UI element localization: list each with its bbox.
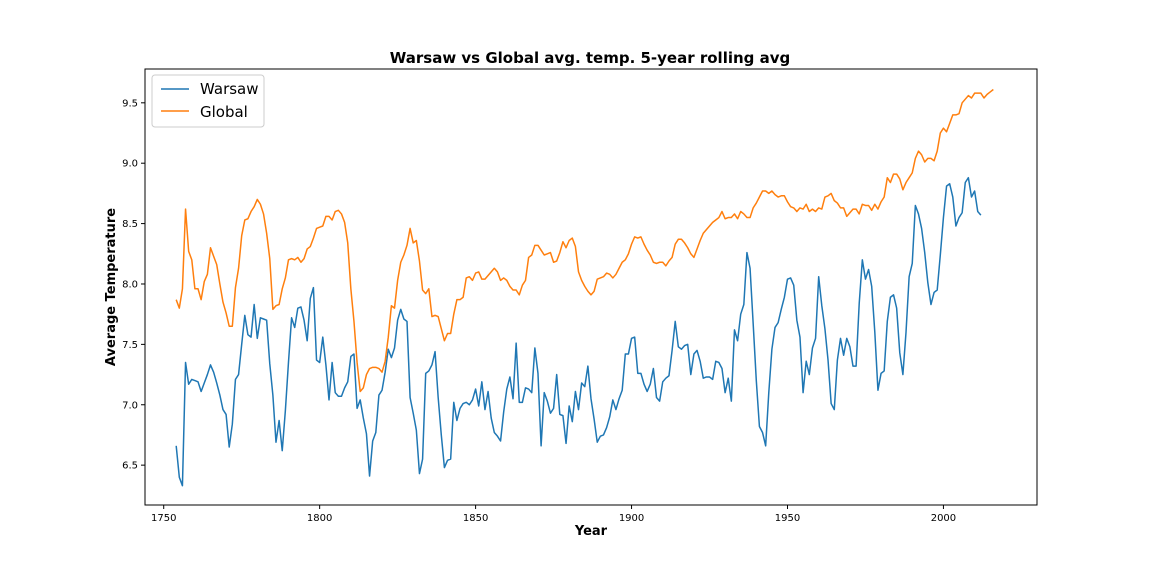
legend-box (151, 74, 265, 128)
series-line-global (175, 88, 994, 393)
x-tick-label: 2000 (931, 513, 956, 524)
x-tick-label: 1750 (151, 513, 176, 524)
x-tick-label: 1800 (307, 513, 332, 524)
plot-area (144, 68, 1038, 506)
legend: Warsaw Global (151, 74, 265, 128)
series-lines (175, 88, 994, 487)
y-tick-label: 8.0 (122, 279, 138, 290)
legend-label-global: Global (200, 103, 248, 121)
x-tick-label: 1900 (619, 513, 644, 524)
series-line-warsaw (175, 176, 982, 487)
x-tick-label: 1950 (775, 513, 800, 524)
x-axis: 1750 1800 1850 1900 1950 2000 (151, 505, 956, 524)
y-axis: 6.5 7.0 7.5 8.0 8.5 9.0 9.5 (122, 98, 145, 472)
x-axis-label: Year (574, 524, 608, 539)
y-tick-label: 7.5 (122, 340, 138, 351)
y-tick-label: 9.5 (122, 98, 138, 109)
legend-label-warsaw: Warsaw (200, 80, 259, 98)
y-axis-label: Average Temperature (104, 208, 119, 366)
chart-title: Warsaw vs Global avg. temp. 5-year rolli… (390, 49, 791, 67)
y-tick-label: 7.0 (122, 400, 138, 411)
x-tick-label: 1850 (463, 513, 488, 524)
y-tick-label: 6.5 (122, 461, 138, 472)
y-tick-label: 9.0 (122, 159, 138, 170)
y-tick-label: 8.5 (122, 219, 138, 230)
